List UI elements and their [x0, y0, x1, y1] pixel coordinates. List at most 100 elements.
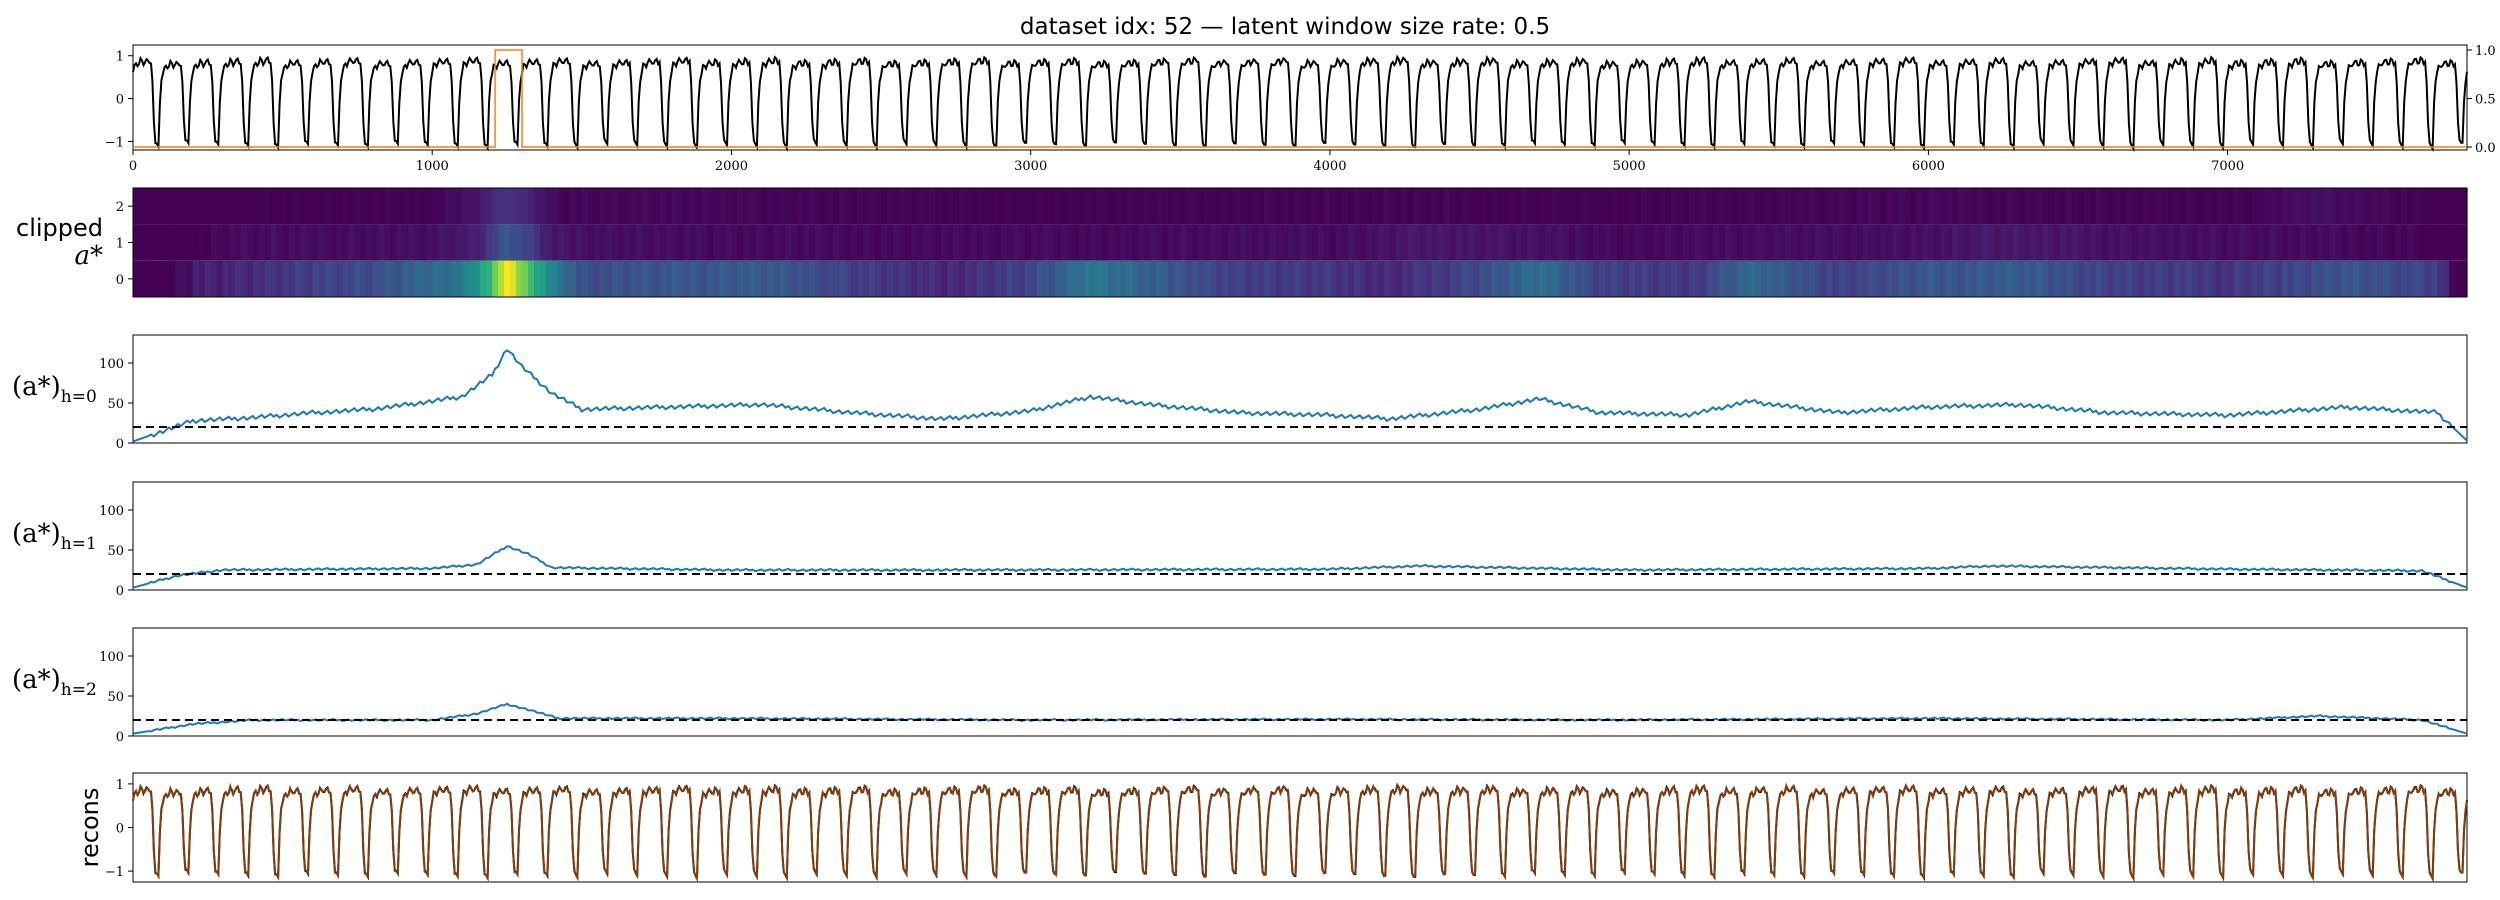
heatmap-cell: [1186, 224, 1193, 261]
heatmap-cell: [2078, 188, 2085, 225]
heatmap-cell: [1096, 188, 1104, 225]
heatmap-cell: [2000, 188, 2007, 225]
heatmap-cell: [893, 224, 900, 261]
heatmap-cell: [252, 224, 260, 261]
heatmap-cell: [426, 224, 433, 261]
heatmap-cell: [1300, 224, 1307, 261]
heatmap-cell: [1282, 260, 1289, 298]
heatmap-cell: [2078, 260, 2085, 298]
heatmap-cell: [2191, 260, 2199, 298]
heatmap-cell: [1078, 224, 1086, 261]
heatmap-cell: [1880, 260, 1888, 298]
a-star-h2-ylabel-subscript: h=2: [61, 680, 97, 700]
heatmap-cell: [569, 224, 577, 261]
heatmap-cell: [516, 260, 523, 298]
a-star-h1-frame: [132, 481, 2468, 591]
heatmap-cell: [330, 188, 338, 225]
heatmap-cell: [1000, 188, 1008, 225]
heatmap-cell: [228, 188, 236, 225]
heatmap-cell: [276, 260, 284, 298]
heatmap-cell: [1659, 188, 1666, 225]
heatmap-cell: [2054, 224, 2061, 261]
heatmap-cell: [946, 260, 954, 298]
heatmap-cell: [366, 224, 373, 261]
heatmap-cell: [1282, 224, 1289, 261]
heatmap-cell: [2131, 260, 2139, 298]
heatmap-cell: [1976, 224, 1983, 261]
heatmap-cell: [940, 224, 948, 261]
heatmap-cell: [348, 224, 355, 261]
heatmap-cell: [192, 188, 200, 225]
heatmap-cell: [593, 224, 601, 261]
heatmap-cell: [821, 188, 828, 225]
heatmap-cell: [2425, 260, 2432, 298]
heatmap-cell: [510, 224, 517, 261]
heatmap-cell: [629, 224, 637, 261]
heatmap-cell: [1994, 260, 2001, 298]
heatmap-cell: [1090, 188, 1098, 225]
heatmap-cell: [133, 260, 140, 298]
heatmap-cell: [1413, 224, 1421, 261]
heatmap-cell: [749, 260, 756, 298]
heatmap-cell: [1521, 188, 1528, 225]
heatmap-cell: [1766, 188, 1774, 225]
heatmap-cell: [1473, 224, 1481, 261]
heatmap-cell: [737, 260, 744, 298]
heatmap-cell: [2119, 224, 2127, 261]
heatmap-cell: [1850, 188, 1858, 225]
heatmap-cell: [1647, 260, 1654, 298]
heatmap-cell: [1246, 260, 1253, 298]
heatmap-cell: [863, 224, 870, 261]
heatmap-cell: [1000, 224, 1008, 261]
heatmap-cell: [1425, 260, 1433, 298]
heatmap-cell: [2311, 188, 2318, 225]
heatmap-cell: [1581, 188, 1588, 225]
heatmap-cell: [1730, 188, 1738, 225]
heatmap-cell: [893, 188, 900, 225]
heatmap-cell: [761, 260, 768, 298]
heatmap-cell: [2000, 224, 2007, 261]
heatmap-cell: [1868, 260, 1876, 298]
heatmap-cell: [1491, 260, 1499, 298]
heatmap-cell: [1677, 224, 1684, 261]
heatmap-cell: [1461, 224, 1469, 261]
heatmap-cell: [1952, 260, 1959, 298]
heatmap-cell: [2365, 224, 2372, 261]
heatmap-cell: [683, 188, 691, 225]
heatmap-cell: [964, 224, 972, 261]
heatmap-cell: [151, 224, 158, 261]
heatmap-cell: [1497, 188, 1505, 225]
heatmap-cell: [2161, 224, 2169, 261]
heatmap-cell: [695, 260, 703, 298]
heatmap-cell: [2293, 260, 2300, 298]
heatmap-cell: [2449, 260, 2456, 298]
heatmap-cell: [2341, 224, 2348, 261]
heatmap-cell: [1210, 188, 1217, 225]
heatmap-cell: [2419, 224, 2426, 261]
heatmap-cell: [767, 188, 774, 225]
heatmap-cell: [2329, 188, 2336, 225]
heatmap-cell: [1665, 224, 1672, 261]
heatmap-cell: [1329, 188, 1337, 225]
heatmap-cell: [1856, 260, 1864, 298]
heatmap-cell: [1359, 260, 1367, 298]
heatmap-cell: [2024, 188, 2031, 225]
heatmap-cell: [599, 260, 607, 298]
input-xtick-label: 6000: [1912, 159, 1945, 174]
heatmap-cell: [192, 260, 200, 298]
heatmap-cell: [1557, 260, 1564, 298]
heatmap-cell: [408, 188, 415, 225]
heatmap-cell: [1012, 224, 1020, 261]
heatmap-cell: [1707, 260, 1714, 298]
heatmap-cell: [1754, 188, 1762, 225]
heatmap-cell: [887, 188, 894, 225]
heatmap-cell: [2371, 260, 2378, 298]
heatmap-cell: [779, 260, 786, 298]
heatmap-cell: [1335, 224, 1343, 261]
heatmap-cell: [2155, 188, 2163, 225]
heatmap-cell: [599, 188, 607, 225]
heatmap-cell: [869, 224, 876, 261]
heatmap-cell: [1060, 260, 1068, 298]
heatmap-cell: [2263, 224, 2271, 261]
heatmap-cell: [575, 224, 583, 261]
